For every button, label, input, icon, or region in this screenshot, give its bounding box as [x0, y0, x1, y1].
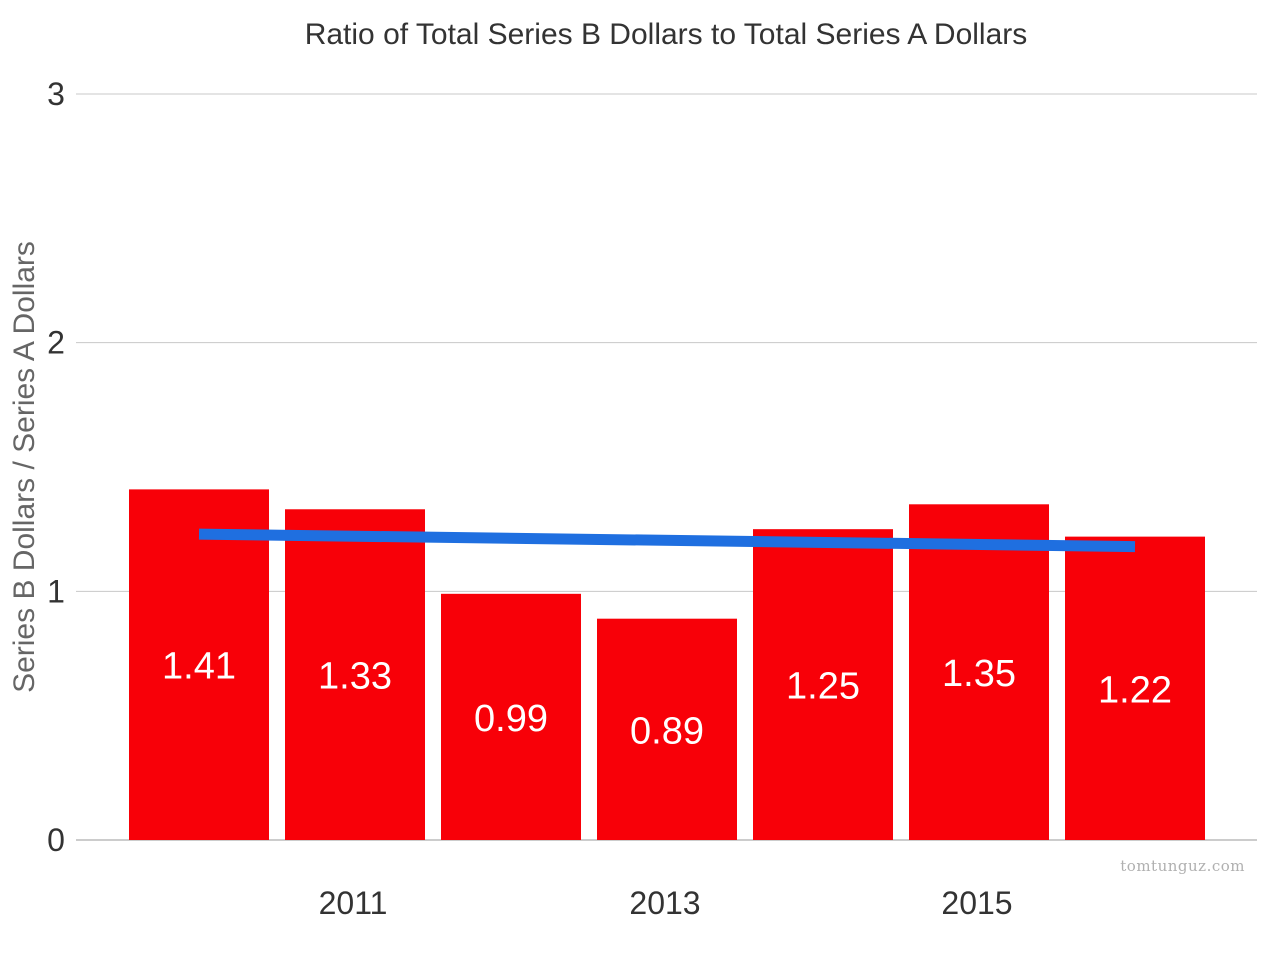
data-labels: 1.41 1.33 0.99 0.89 1.25 1.35 1.22 — [162, 646, 1172, 753]
y-tick-label: 1 — [47, 573, 65, 609]
bar-2014 — [753, 529, 893, 840]
data-label: 1.33 — [318, 656, 392, 698]
y-tick-label: 2 — [47, 325, 65, 361]
bar-2013 — [597, 618, 737, 840]
data-label: 1.22 — [1098, 669, 1172, 711]
data-label: 0.89 — [630, 710, 704, 752]
watermark: tomtunguz.com — [1120, 857, 1245, 875]
bars — [129, 489, 1205, 840]
bar-2016 — [1065, 536, 1205, 840]
data-label: 0.99 — [474, 698, 548, 740]
x-axis-ticks: 2011 2013 2015 — [319, 885, 1013, 921]
bar-2015 — [909, 504, 1049, 840]
y-axis-ticks: 0 1 2 3 — [47, 76, 65, 858]
data-label: 1.41 — [162, 646, 236, 688]
y-tick-label: 0 — [47, 822, 65, 858]
data-label: 1.35 — [942, 653, 1016, 695]
y-tick-label: 3 — [47, 76, 65, 112]
bar-2011 — [285, 509, 425, 840]
x-tick-label: 2015 — [941, 885, 1012, 921]
trend-line — [198, 528, 1136, 553]
bar-2012 — [441, 593, 581, 840]
trend-line-group — [198, 528, 1136, 553]
y-axis-label: Series B Dollars / Series A Dollars — [8, 241, 41, 693]
bar-2010 — [129, 489, 269, 840]
x-tick-label: 2011 — [319, 885, 388, 921]
x-tick-label: 2013 — [629, 885, 700, 921]
data-label: 1.25 — [786, 666, 860, 708]
chart-title: Ratio of Total Series B Dollars to Total… — [305, 18, 1028, 51]
